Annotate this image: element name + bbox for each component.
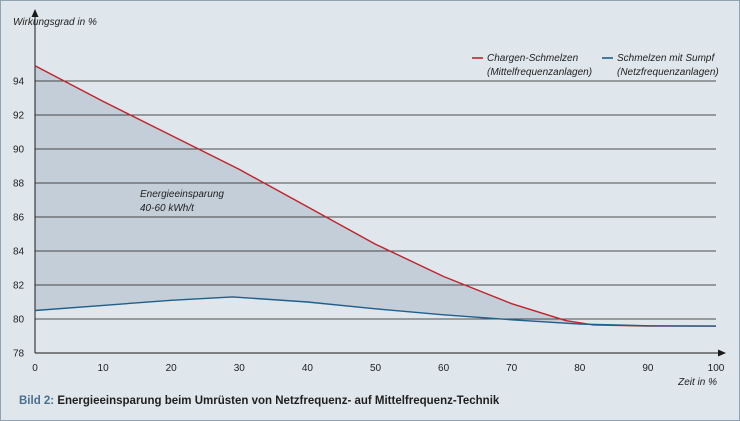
y-tick-84: 84 xyxy=(13,247,25,258)
x-tick-50: 50 xyxy=(370,363,382,374)
tick-label-layer: 78 80 82 84 86 88 90 92 94 0 10 20 30 40 50 60 70 80 90 100 xyxy=(13,77,725,375)
legend-sublabel-chargen: (Mittelfrequenzanlagen) xyxy=(487,67,592,78)
axis-layer xyxy=(31,9,726,357)
y-axis-arrow xyxy=(31,9,39,17)
savings-area xyxy=(35,65,716,327)
savings-area-layer xyxy=(35,65,716,327)
x-tick-70: 70 xyxy=(506,363,518,374)
legend: Chargen-Schmelzen (Mittelfrequenzanlagen… xyxy=(472,53,719,78)
annotation-line2: 40-60 kWh/t xyxy=(140,203,195,214)
x-axis-label: Zeit in % xyxy=(677,377,717,388)
legend-sublabel-sumpf: (Netzfrequenzanlagen) xyxy=(617,67,719,78)
x-tick-80: 80 xyxy=(574,363,586,374)
series-layer xyxy=(34,65,717,327)
efficiency-chart: 78 80 82 84 86 88 90 92 94 0 10 20 30 40 50 60 70 80 90 100… xyxy=(13,9,726,388)
x-tick-90: 90 xyxy=(642,363,654,374)
y-tick-86: 86 xyxy=(13,213,25,224)
x-tick-60: 60 xyxy=(438,363,450,374)
x-tick-100: 100 xyxy=(708,363,725,374)
legend-label-chargen: Chargen-Schmelzen xyxy=(487,53,579,64)
x-tick-0: 0 xyxy=(32,363,38,374)
y-tick-80: 80 xyxy=(13,315,25,326)
caption-text: Energieeinsparung beim Umrüsten von Netz… xyxy=(54,395,500,407)
y-tick-90: 90 xyxy=(13,145,25,156)
y-axis-label: Wirkungsgrad in % xyxy=(13,17,97,28)
x-tick-10: 10 xyxy=(98,363,110,374)
y-tick-92: 92 xyxy=(13,111,25,122)
annotation-line1: Energieeinsparung xyxy=(140,189,224,200)
series-line-1 xyxy=(34,296,717,327)
y-tick-78: 78 xyxy=(13,349,25,360)
grid-layer xyxy=(35,80,716,320)
x-tick-30: 30 xyxy=(234,363,246,374)
caption-prefix: Bild 2: xyxy=(19,395,55,407)
x-tick-20: 20 xyxy=(166,363,178,374)
figure-caption: Bild 2: Energieeinsparung beim Umrüsten … xyxy=(19,395,499,407)
y-tick-88: 88 xyxy=(13,179,25,190)
savings-annotation: Energieeinsparung 40-60 kWh/t xyxy=(140,189,224,214)
legend-label-sumpf: Schmelzen mit Sumpf xyxy=(617,53,715,64)
y-tick-82: 82 xyxy=(13,281,25,292)
x-tick-40: 40 xyxy=(302,363,314,374)
x-axis-arrow xyxy=(718,349,726,357)
y-tick-94: 94 xyxy=(13,77,25,88)
